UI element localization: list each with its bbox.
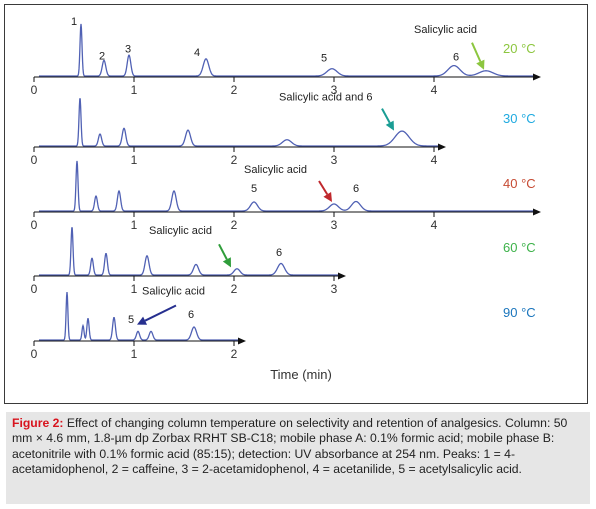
x-tick-label-4-2: 2: [231, 282, 238, 296]
x-tick-label-1-0: 0: [31, 83, 38, 97]
callout-arrow-5-1: [144, 304, 177, 322]
caption-text: Effect of changing column temperature on…: [12, 416, 568, 477]
x-tick-label-4-0: 0: [31, 282, 38, 296]
callout-label-5-1: Salicylic acid: [142, 285, 205, 297]
temperature-label-4: 60 °C: [503, 240, 536, 255]
peak-number-label-1-3: 3: [125, 44, 131, 56]
x-tick-label-5-2: 2: [231, 347, 238, 361]
x-tick-label-2-3: 3: [331, 153, 338, 167]
trace-5: [39, 291, 239, 341]
figure-frame: 0 1 2 3 4 20 °C 1 2 3 4 5 6 Salicylic acid 0 1 2 3 4 30 °C…: [4, 4, 588, 404]
x-axis-arrow-3: [533, 208, 541, 216]
callout-arrowhead-3-1: [323, 191, 332, 202]
callout-arrow-2-1: [381, 108, 391, 124]
x-tick-label-2-0: 0: [31, 153, 38, 167]
temperature-label-5: 90 °C: [503, 305, 536, 320]
callout-label-4-1: Salicylic acid: [149, 225, 212, 237]
trace-4: [39, 227, 339, 276]
peak-number-label-1-5: 5: [321, 52, 327, 64]
x-tick-label-1-3: 3: [331, 83, 338, 97]
peak-number-label-3-2: 6: [353, 183, 359, 195]
caption-label: Figure 2:: [12, 416, 64, 430]
x-tick-label-4-1: 1: [131, 282, 138, 296]
x-tick-label-4-3: 3: [331, 282, 338, 296]
x-tick-label-2-4: 4: [431, 153, 438, 167]
callout-arrow-1-1: [471, 42, 482, 62]
temperature-label-1: 20 °C: [503, 41, 536, 56]
panel-3: 0 1 2 3 4 40 °C 5 6 Salicylic acid: [31, 160, 541, 232]
x-axis-title: Time (min): [270, 367, 332, 382]
panel-2: 0 1 2 3 4 30 °C Salicylic acid and 6: [31, 91, 536, 167]
temperature-label-3: 40 °C: [503, 176, 536, 191]
figure-caption: Figure 2: Effect of changing column temp…: [6, 412, 590, 504]
x-tick-label-3-2: 2: [231, 218, 238, 232]
peak-number-label-3-1: 5: [251, 183, 257, 195]
peak-number-label-1-2: 2: [99, 50, 105, 62]
x-tick-label-5-0: 0: [31, 347, 38, 361]
trace-3: [39, 160, 534, 212]
chromatogram-chart: 0 1 2 3 4 20 °C 1 2 3 4 5 6 Salicylic acid 0 1 2 3 4 30 °C…: [31, 16, 541, 382]
peak-number-label-5-2: 6: [188, 309, 194, 321]
x-tick-label-1-4: 4: [431, 83, 438, 97]
x-axis-arrow-4: [338, 272, 346, 280]
trace-2: [39, 98, 439, 147]
x-axis-arrow-5: [238, 337, 246, 345]
panel-1: 0 1 2 3 4 20 °C 1 2 3 4 5 6 Salicylic acid: [31, 16, 541, 97]
x-tick-label-3-0: 0: [31, 218, 38, 232]
panel-4: 0 1 2 3 60 °C 6 Salicylic acid: [31, 225, 536, 296]
callout-arrowhead-5-1: [137, 316, 148, 325]
peak-number-label-4-1: 6: [276, 247, 282, 259]
peak-number-label-1-4: 4: [194, 47, 200, 59]
x-tick-label-2-1: 1: [131, 153, 138, 167]
x-tick-label-3-4: 4: [431, 218, 438, 232]
peak-number-label-1-1: 1: [71, 16, 77, 28]
x-axis-arrow-1: [533, 73, 541, 81]
x-tick-label-1-1: 1: [131, 83, 138, 97]
temperature-label-2: 30 °C: [503, 111, 536, 126]
peak-number-label-1-6: 6: [453, 51, 459, 63]
x-tick-label-5-1: 1: [131, 347, 138, 361]
callout-label-3-1: Salicylic acid: [244, 164, 307, 176]
callout-label-1-1: Salicylic acid: [414, 24, 477, 36]
panel-5: 0 1 2 90 °C 5 6 Salicylic acid: [31, 285, 536, 361]
callout-arrow-3-1: [318, 180, 329, 195]
callout-arrowhead-2-1: [385, 120, 394, 131]
x-tick-label-2-2: 2: [231, 153, 238, 167]
callout-arrowhead-1-1: [476, 59, 485, 70]
x-tick-label-1-2: 2: [231, 83, 238, 97]
callout-arrow-4-1: [218, 243, 228, 260]
x-tick-label-3-3: 3: [331, 218, 338, 232]
callout-arrowhead-4-1: [222, 257, 231, 268]
callout-label-2-1: Salicylic acid and 6: [279, 91, 373, 103]
trace-1: [39, 23, 534, 77]
peak-number-label-5-1: 5: [128, 314, 134, 326]
x-axis-arrow-2: [438, 143, 446, 151]
x-tick-label-3-1: 1: [131, 218, 138, 232]
